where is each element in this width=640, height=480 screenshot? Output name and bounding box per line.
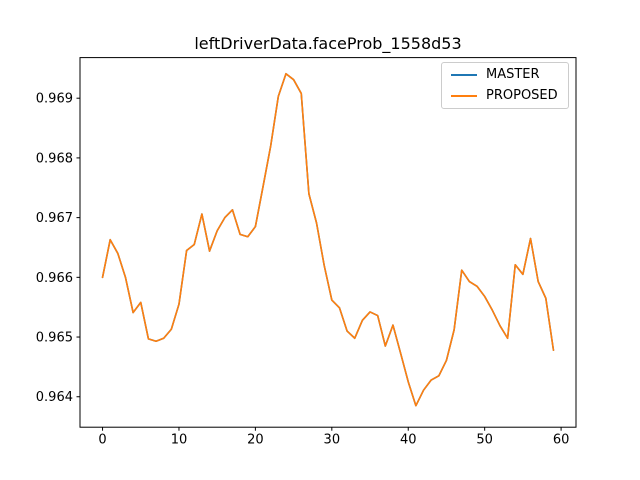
legend-label: MASTER [486, 67, 540, 82]
y-tick-label: 0.968 [36, 151, 73, 166]
series-line-proposed [101, 72, 555, 407]
x-tick-label: 30 [324, 433, 341, 448]
y-axis: 0.964 0.965 0.966 0.967 0.968 0.969 [36, 92, 80, 405]
y-tick-label: 0.965 [36, 331, 73, 346]
legend-swatch-master [451, 74, 477, 76]
x-tick-label: 20 [247, 433, 264, 448]
y-tick-label: 0.964 [36, 390, 73, 405]
y-tick-label: 0.969 [36, 92, 73, 107]
x-tick-label: 40 [400, 433, 417, 448]
legend-item-master: MASTER [451, 68, 568, 82]
x-tick-label: 10 [171, 433, 188, 448]
x-tick-label: 0 [98, 433, 106, 448]
x-axis: 0 10 20 30 40 50 60 [98, 427, 569, 448]
legend-item-proposed: PROPOSED [451, 89, 568, 103]
y-tick-label: 0.966 [36, 271, 73, 286]
legend-label: PROPOSED [486, 88, 558, 103]
legend: MASTER PROPOSED [441, 62, 569, 109]
x-tick-label: 60 [553, 433, 570, 448]
x-tick-label: 50 [476, 433, 493, 448]
series-line-master [101, 72, 555, 407]
axes-frame [79, 57, 577, 428]
legend-swatch-proposed [451, 95, 477, 97]
chart-title: leftDriverData.faceProb_1558d53 [194, 34, 462, 53]
y-tick-label: 0.967 [36, 211, 73, 226]
